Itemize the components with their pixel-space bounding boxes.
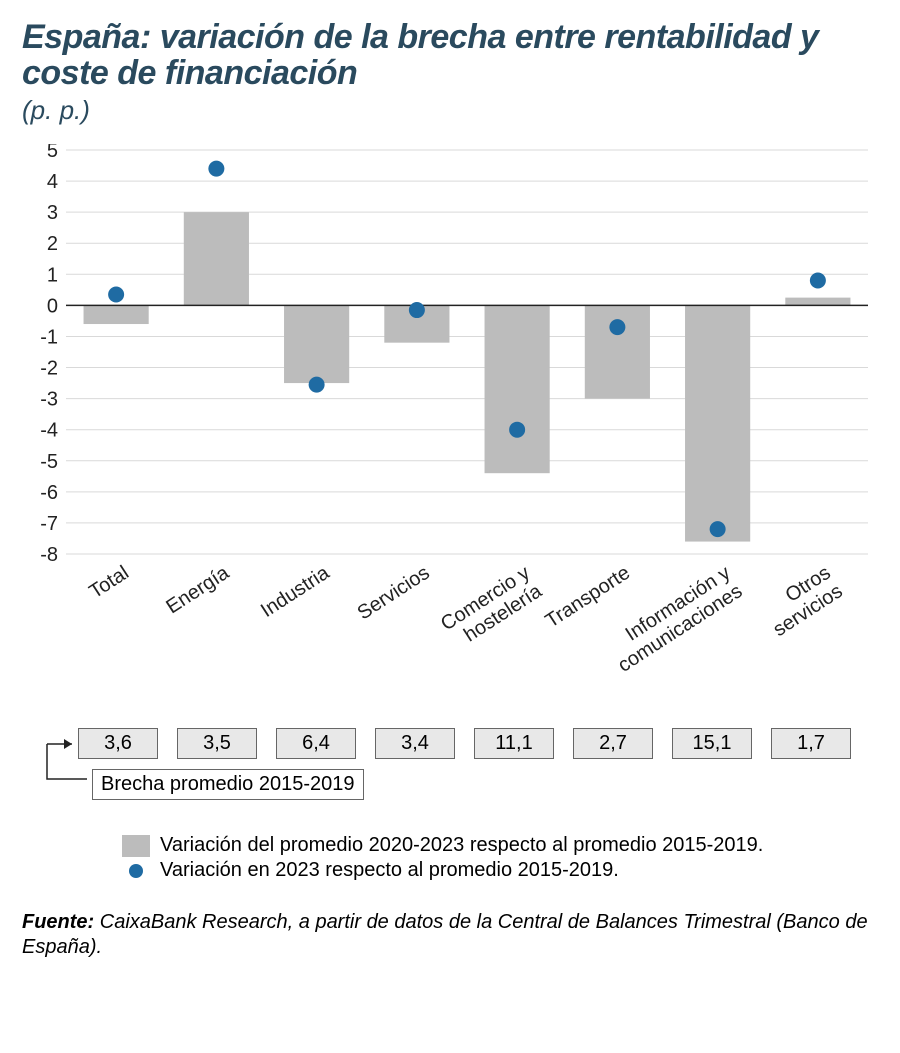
- bar-swatch-icon: [122, 835, 150, 857]
- legend-item-bar: Variación del promedio 2020-2023 respect…: [122, 834, 878, 857]
- dot: [108, 287, 124, 303]
- chart-subtitle: (p. p.): [22, 95, 878, 126]
- category-label: Comercio yhostelería: [437, 562, 547, 654]
- svg-text:-2: -2: [40, 358, 58, 380]
- dot: [509, 422, 525, 438]
- baseline-cell: 2,7: [573, 728, 653, 759]
- legend-item-dot: Variación en 2023 respecto al promedio 2…: [122, 859, 878, 882]
- category-label: Total: [85, 562, 132, 603]
- svg-text:0: 0: [47, 296, 58, 318]
- dot: [409, 302, 425, 318]
- category-label: Energía: [162, 562, 233, 619]
- svg-text:3: 3: [47, 203, 58, 225]
- category-label: Transporte: [542, 562, 634, 633]
- dot-swatch-icon: [129, 864, 143, 878]
- svg-text:Total: Total: [85, 562, 132, 603]
- svg-text:Industria: Industria: [257, 562, 334, 623]
- svg-text:-6: -6: [40, 482, 58, 504]
- baseline-values-row: 3,6 3,5 6,4 3,4 11,1 2,7 15,1 1,7: [78, 728, 878, 759]
- svg-text:1: 1: [47, 265, 58, 287]
- bar: [184, 213, 249, 306]
- bar: [485, 306, 550, 474]
- baseline-cell: 6,4: [276, 728, 356, 759]
- dot: [710, 522, 726, 538]
- svg-text:-4: -4: [40, 420, 58, 442]
- baseline-cell: 3,6: [78, 728, 158, 759]
- svg-text:-5: -5: [40, 451, 58, 473]
- baseline-cell: 1,7: [771, 728, 851, 759]
- svg-text:4: 4: [47, 171, 58, 193]
- dot: [810, 273, 826, 289]
- bar: [685, 306, 750, 542]
- chart-title: España: variación de la brecha entre ren…: [22, 20, 878, 91]
- baseline-cell: 3,4: [375, 728, 455, 759]
- bar: [785, 298, 850, 306]
- svg-text:Servicios: Servicios: [354, 562, 434, 625]
- legend-bar-label: Variación del promedio 2020-2023 respect…: [160, 834, 763, 857]
- legend-dot-label: Variación en 2023 respecto al promedio 2…: [160, 859, 619, 882]
- chart-area: -8 -7 -6 -5 -4 -3 -2 -1 0 1 2 3 4 5 Total Energía Indust…: [22, 144, 878, 704]
- baseline-caption: Brecha promedio 2015-2019: [92, 769, 364, 800]
- bar: [84, 306, 149, 325]
- svg-text:Transporte: Transporte: [542, 562, 634, 633]
- dot: [309, 377, 325, 393]
- category-label: Otrosservicios: [757, 562, 846, 641]
- category-label: Industria: [257, 562, 334, 623]
- baseline-cell: 11,1: [474, 728, 554, 759]
- svg-text:-8: -8: [40, 544, 58, 566]
- category-label: Servicios: [354, 562, 434, 625]
- svg-text:5: 5: [47, 144, 58, 162]
- source-line: Fuente: CaixaBank Research, a partir de …: [22, 910, 878, 960]
- svg-text:-1: -1: [40, 327, 58, 349]
- dot: [208, 161, 224, 177]
- baseline-cell: 15,1: [672, 728, 752, 759]
- baseline-cell: 3,5: [177, 728, 257, 759]
- svg-text:-3: -3: [40, 389, 58, 411]
- source-text: CaixaBank Research, a partir de datos de…: [22, 911, 868, 958]
- source-label: Fuente:: [22, 911, 94, 933]
- legend: Variación del promedio 2020-2023 respect…: [122, 834, 878, 882]
- svg-text:Energía: Energía: [162, 562, 233, 619]
- dot: [609, 320, 625, 336]
- bar: [284, 306, 349, 384]
- svg-text:-7: -7: [40, 513, 58, 535]
- svg-text:2: 2: [47, 234, 58, 256]
